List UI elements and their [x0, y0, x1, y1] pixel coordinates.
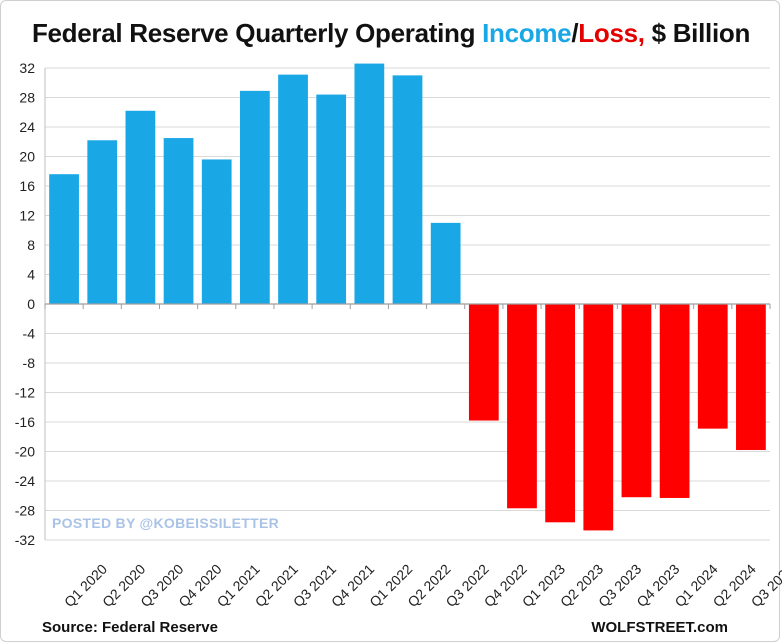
y-tick-label: -32 — [15, 532, 35, 548]
bar — [507, 304, 537, 509]
bar — [49, 174, 79, 304]
bar — [736, 304, 766, 451]
y-tick-label: 12 — [19, 208, 35, 224]
bar — [87, 140, 118, 304]
y-tick-label: 8 — [27, 237, 35, 253]
source-label: Source: Federal Reserve — [42, 619, 218, 636]
title-loss: Loss, — [578, 18, 645, 48]
bar — [697, 304, 728, 429]
bar — [278, 74, 308, 304]
y-tick-label: -20 — [15, 444, 35, 460]
y-tick-label: -8 — [23, 355, 36, 371]
title-prefix: Federal Reserve Quarterly Operating — [31, 18, 483, 48]
bar — [392, 75, 423, 304]
y-tick-label: -4 — [23, 326, 36, 342]
y-tick-label: 24 — [19, 119, 35, 135]
bar — [201, 159, 232, 304]
bar — [163, 138, 194, 304]
bar — [621, 304, 652, 498]
y-tick-label: 16 — [19, 178, 35, 194]
bar — [239, 90, 270, 304]
y-tick-label: 0 — [27, 296, 35, 312]
bar — [125, 110, 156, 305]
watermark: POSTED BY @KOBEISSILETTER — [52, 515, 280, 531]
bar — [545, 304, 576, 523]
y-tick-label: -28 — [15, 503, 35, 519]
bar — [468, 304, 499, 421]
y-tick-label: 20 — [19, 149, 35, 165]
y-tick-label: 28 — [19, 90, 35, 106]
y-tick-label: 4 — [27, 267, 35, 283]
bar — [354, 63, 385, 305]
title-suffix: $ Billion — [644, 18, 751, 48]
chart-title: Federal Reserve Quarterly Operating Inco… — [0, 18, 782, 49]
title-income: Income — [482, 18, 572, 48]
bar — [583, 304, 614, 531]
bar — [316, 94, 347, 304]
y-tick-label: -16 — [15, 414, 35, 430]
y-tick-label: -12 — [15, 385, 35, 401]
site-label: WOLFSTREET.com — [591, 619, 728, 636]
y-tick-label: -24 — [15, 473, 35, 489]
title-slash: / — [571, 18, 579, 48]
bar — [430, 222, 461, 304]
y-tick-label: 32 — [19, 60, 35, 76]
bar — [659, 304, 690, 498]
